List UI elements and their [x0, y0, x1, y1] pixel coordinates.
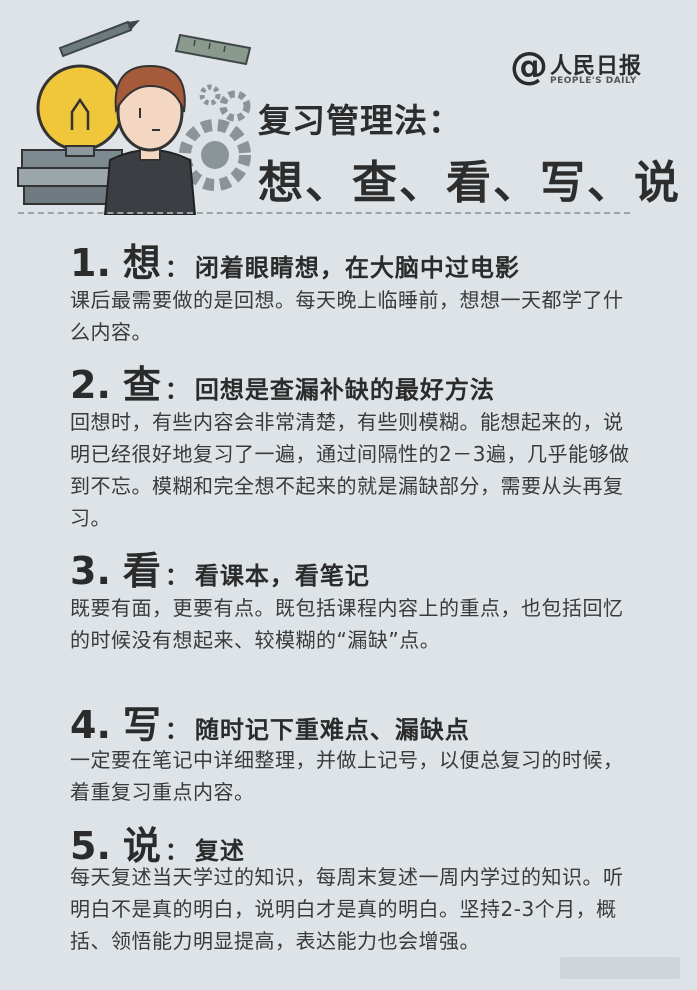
- section-subtitle: 随时记下重难点、漏缺点: [194, 716, 470, 744]
- section-number: 5.: [70, 824, 111, 868]
- ruler-icon: [174, 33, 252, 66]
- section-heading: 4. 写：随时记下重难点、漏缺点: [70, 694, 470, 752]
- section-number: 3.: [70, 549, 111, 593]
- section-number: 2.: [70, 363, 111, 407]
- section-colon: ：: [164, 837, 189, 865]
- section-keyword: 写: [122, 703, 161, 747]
- section-keyword: 想: [122, 241, 161, 285]
- section-subtitle: 复述: [194, 837, 245, 865]
- section-heading: 3. 看：看课本，看笔记: [70, 540, 370, 598]
- logo-chinese-name: 人民日报: [550, 54, 643, 79]
- header: @ 人民日报 PEOPLE'S DAILY 复习管理法： 想、查、看、写、说: [0, 0, 697, 215]
- logo-at-mark: @: [510, 44, 548, 88]
- section-body: 回想时，有些内容会非常清楚，有些则模糊。能想起来的，说明已经很好地复习了一遍，通…: [70, 410, 630, 530]
- watermark-blur: [560, 957, 680, 979]
- section-heading: 1. 想：闭着眼睛想，在大脑中过电影: [70, 232, 520, 290]
- section-colon: ：: [164, 716, 189, 744]
- section-keyword: 看: [122, 549, 161, 593]
- section-body: 课后最需要做的是回想。每天晚上临睡前，想想一天都学了什么内容。: [70, 288, 624, 344]
- header-divider: [18, 212, 630, 214]
- section-body: 每天复述当天学过的知识，每周末复述一周内学过的知识。听明白不是真的明白，说明白才…: [70, 865, 624, 953]
- lightbulb-icon: [36, 64, 124, 157]
- section-keyword: 查: [122, 363, 161, 407]
- section-colon: ：: [164, 254, 189, 282]
- books-icon: [17, 149, 127, 205]
- section-subtitle: 回想是查漏补缺的最好方法: [194, 376, 495, 404]
- gear-icon: [179, 84, 251, 191]
- student-avatar: [103, 64, 197, 215]
- section-keyword: 说: [122, 824, 161, 868]
- section-body: 一定要在笔记中详细整理，并做上记号，以便总复习的时候，着重复习重点内容。: [70, 748, 624, 804]
- logo-english-name: PEOPLE'S DAILY: [550, 76, 637, 86]
- section-number: 4.: [70, 703, 111, 747]
- section-body: 既要有面，更要有点。既包括课程内容上的重点，也包括回忆的时候没有想起来、较模糊的…: [70, 596, 624, 652]
- section-number: 1.: [70, 241, 111, 285]
- section-heading: 2. 查：回想是查漏补缺的最好方法: [70, 354, 495, 412]
- header-illustration: [17, 20, 252, 215]
- page-subtitle: 想、查、看、写、说: [258, 156, 682, 209]
- peoples-daily-logo: @ 人民日报 PEOPLE'S DAILY: [510, 42, 660, 94]
- section-heading: 5. 说：复述: [70, 815, 245, 873]
- page-title: 复习管理法：: [258, 101, 462, 140]
- section-subtitle: 看课本，看笔记: [194, 562, 370, 590]
- pencil-icon: [58, 20, 140, 58]
- section-colon: ：: [164, 562, 189, 590]
- section-subtitle: 闭着眼睛想，在大脑中过电影: [194, 254, 520, 282]
- section-colon: ：: [164, 376, 189, 404]
